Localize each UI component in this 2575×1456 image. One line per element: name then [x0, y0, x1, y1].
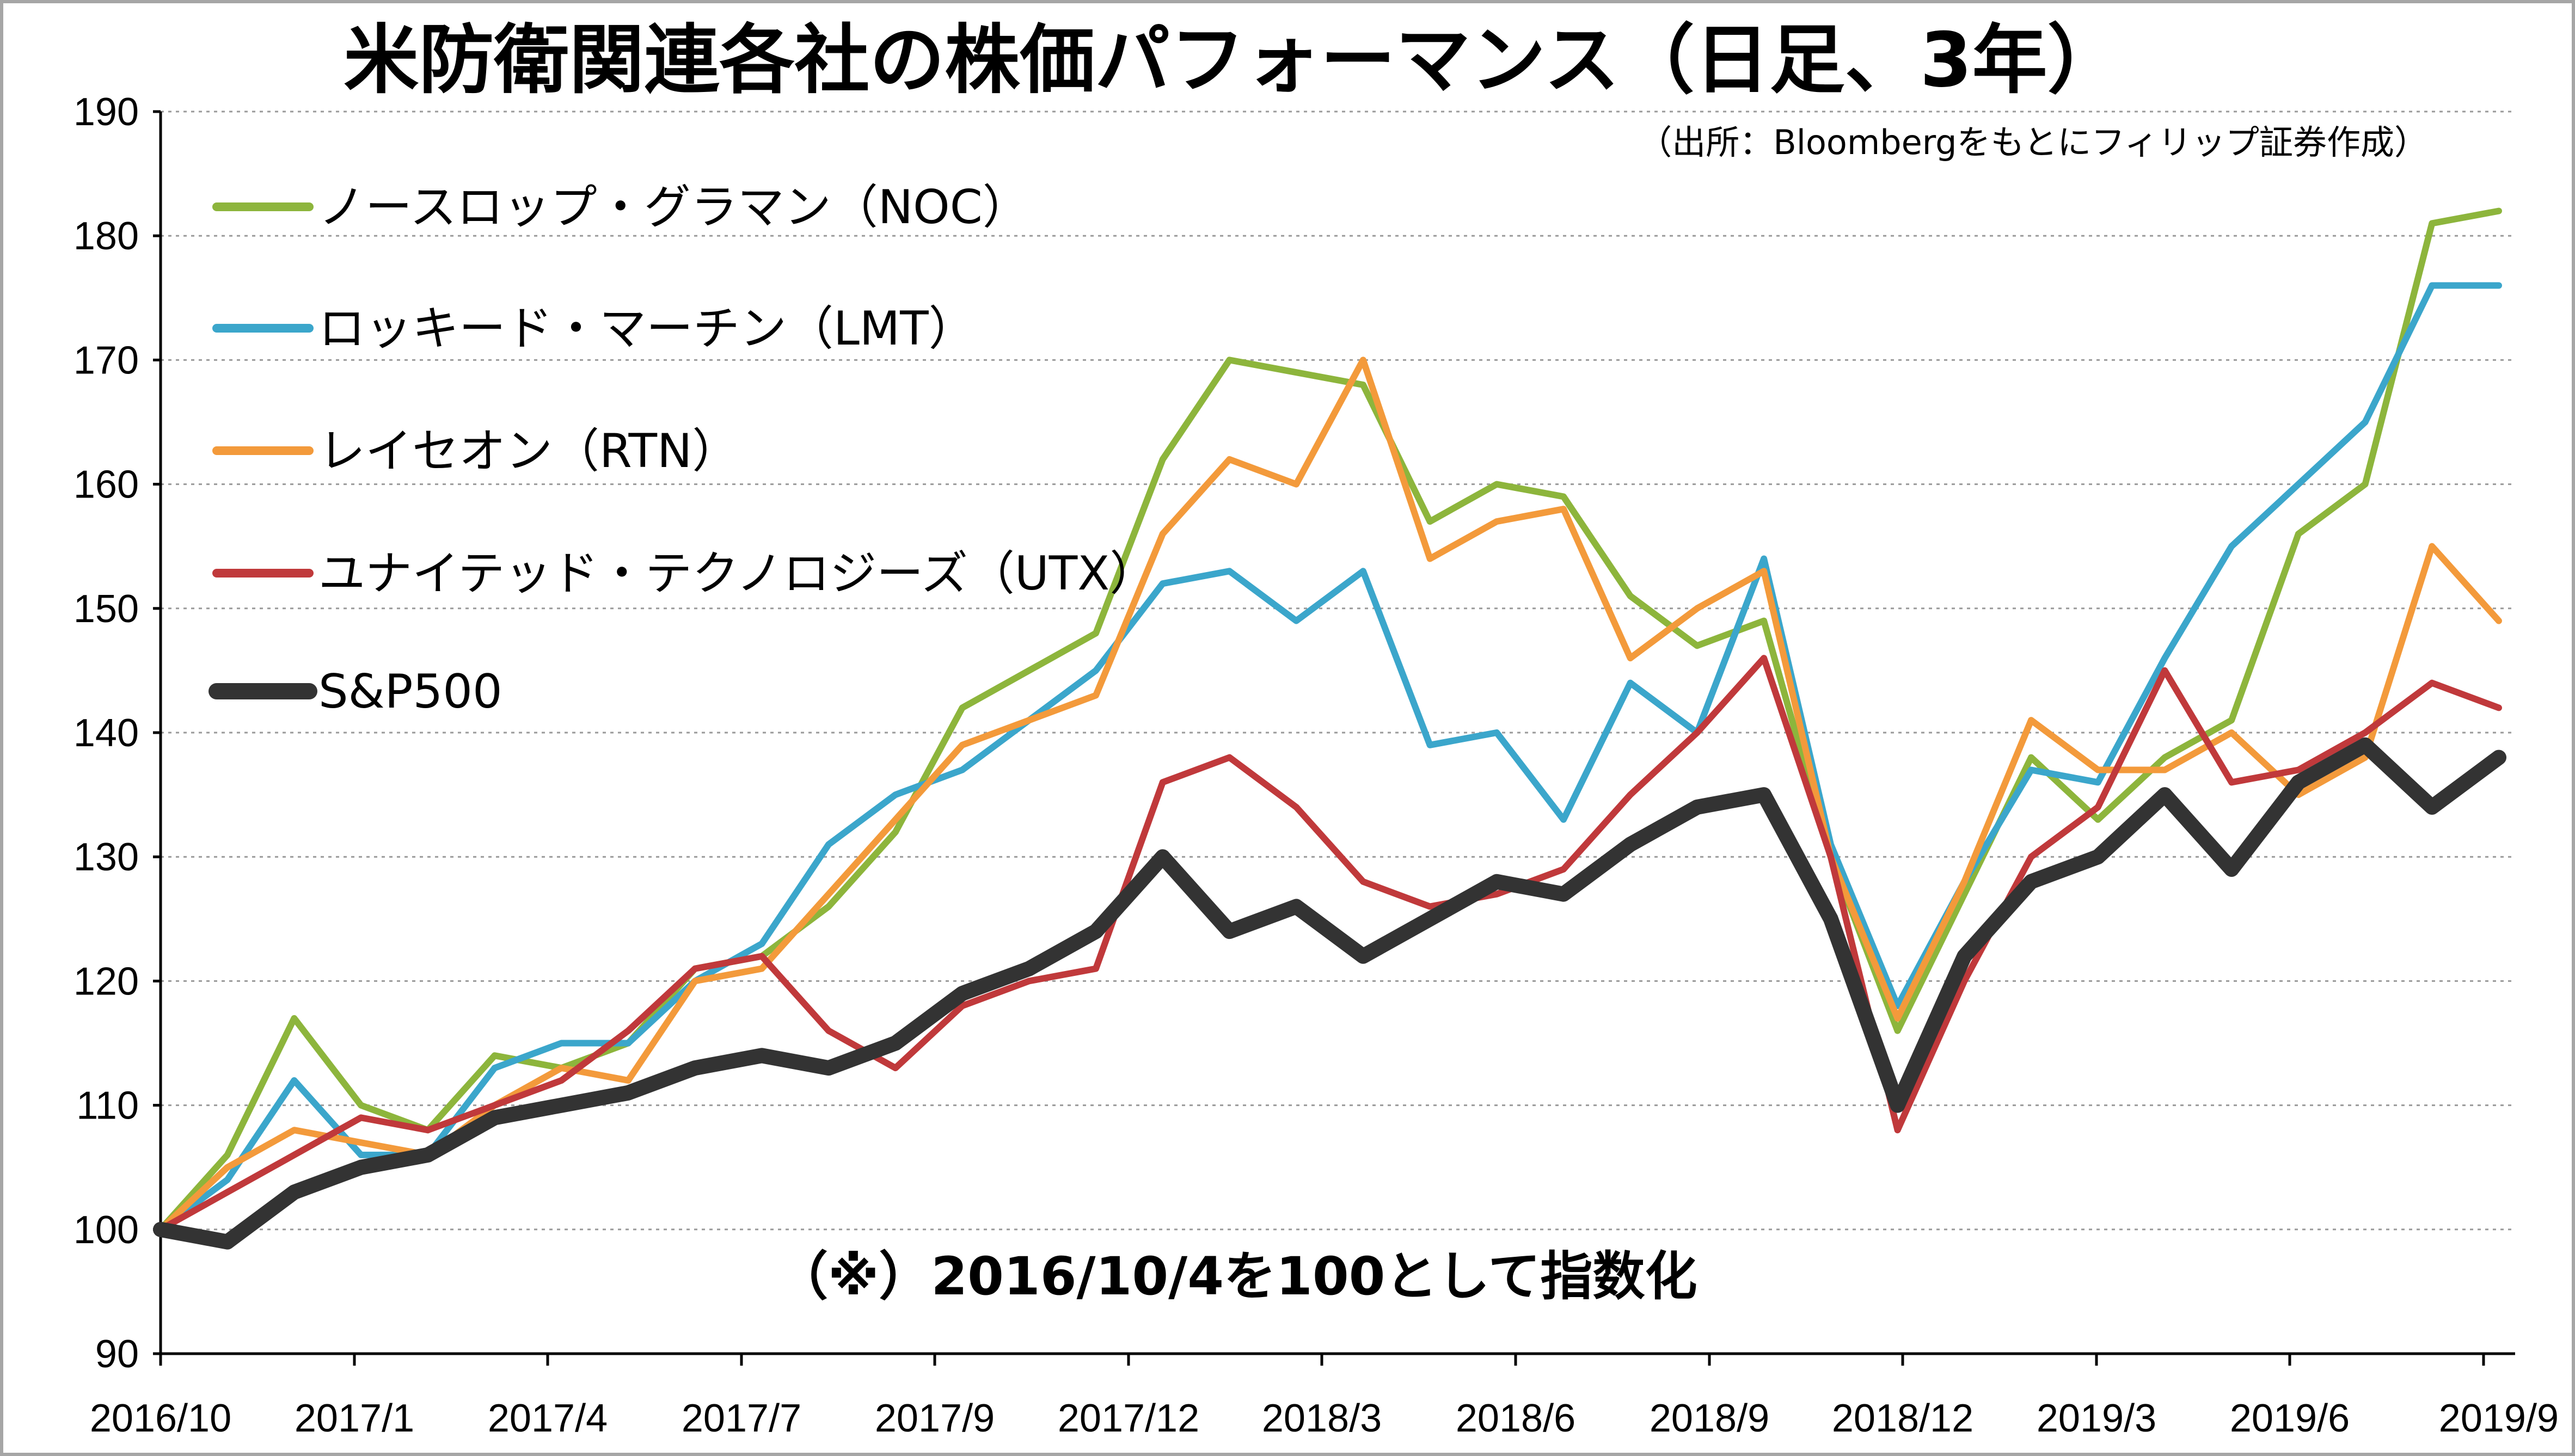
x-tick-label: 2018/12 [1832, 1397, 1973, 1440]
x-tick-label: 2017/9 [875, 1397, 995, 1440]
y-tick-label: 160 [73, 463, 139, 507]
x-tick-label: 2017/1 [295, 1397, 414, 1440]
source-note: （出所：Bloombergをもとにフィリップ証券作成） [1638, 122, 2428, 162]
legend: ノースロップ・グラマン（NOC） ロッキード・マーチン（LMT） レイセオン（RTN… [209, 180, 1156, 719]
y-tick-label: 100 [73, 1208, 139, 1252]
x-tick-label: 2018/9 [1650, 1397, 1769, 1440]
x-tick-label: 2017/4 [488, 1397, 608, 1440]
x-tick-label: 2018/3 [1262, 1397, 1382, 1440]
y-tick-label: 190 [73, 90, 139, 134]
chart-title: 米防衛関連各社の株価パフォーマンス（日足、3年） [344, 16, 2122, 104]
x-tick-label: 2019/9 [2439, 1397, 2559, 1440]
y-tick-label: 110 [76, 1084, 139, 1128]
series-lines [153, 207, 2506, 1250]
series-line-3 [157, 655, 2502, 1233]
x-tick-label: 2019/3 [2037, 1397, 2156, 1440]
y-tick-label: 180 [73, 214, 139, 258]
legend-label: S&P500 [318, 665, 502, 719]
x-tick-label: 2019/6 [2230, 1397, 2350, 1440]
legend-label: レイセオン（RTN） [318, 424, 739, 478]
series-line-2 [157, 357, 2502, 1233]
legend-label: ユナイテッド・テクノロジーズ（UTX） [318, 546, 1156, 601]
x-tick-label: 2018/6 [1456, 1397, 1575, 1440]
y-tick-label: 90 [95, 1332, 139, 1376]
y-tick-label: 150 [73, 587, 139, 631]
x-tick-label: 2016/10 [90, 1397, 231, 1440]
index-note: （※）2016/10/4を100として指数化 [776, 1246, 1697, 1307]
y-tick-label: 170 [73, 339, 139, 382]
y-tick-label: 120 [73, 960, 139, 1003]
legend-label: ロッキード・マーチン（LMT） [318, 302, 976, 356]
x-tick-label: 2017/7 [682, 1397, 801, 1440]
y-tick-label: 130 [73, 835, 139, 879]
series-line-1 [157, 282, 2502, 1233]
axes: 90 100 110 120 130 140 150 160 170 180 190 2016/10 2… [73, 90, 2559, 1440]
series-line-0 [157, 207, 2502, 1233]
y-tick-label: 140 [73, 711, 139, 755]
legend-label: ノースロップ・グラマン（NOC） [318, 180, 1029, 235]
x-tick-label: 2017/12 [1058, 1397, 1199, 1440]
series-line-4 [153, 737, 2506, 1250]
